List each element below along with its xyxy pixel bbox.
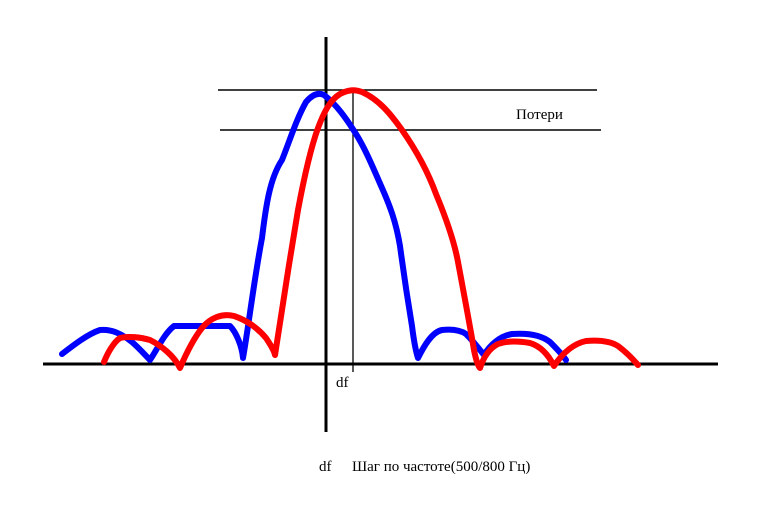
caption-symbol: df	[319, 459, 332, 475]
caption-text: Шаг по частоте(500/800 Гц)	[352, 459, 530, 475]
red-spectrum-curve	[101, 87, 641, 371]
df-axis-label: df	[336, 375, 349, 391]
losses-label: Потери	[516, 107, 563, 123]
